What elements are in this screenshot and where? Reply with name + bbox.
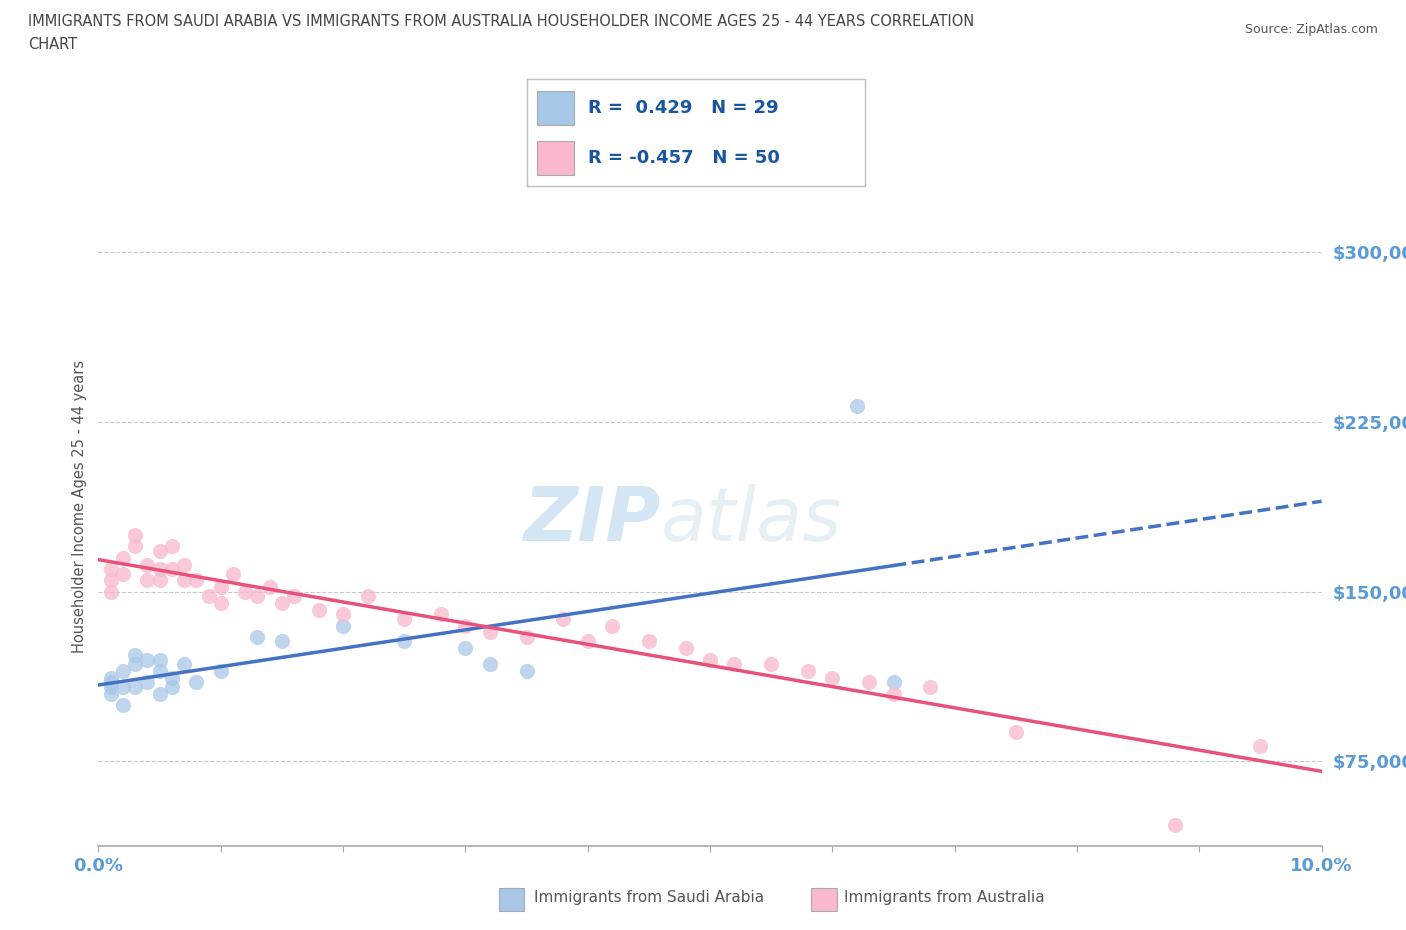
Point — [259, 579, 281, 594]
Point — [1004, 724, 1026, 739]
Text: Immigrants from Saudi Arabia: Immigrants from Saudi Arabia — [534, 890, 765, 905]
Point — [233, 584, 256, 599]
Text: atlas: atlas — [661, 485, 842, 556]
Point — [308, 603, 330, 618]
Point — [149, 663, 172, 678]
Point — [699, 652, 721, 667]
Point — [246, 589, 269, 604]
Point — [883, 686, 905, 701]
Point — [100, 679, 122, 694]
Point — [173, 657, 195, 671]
Point — [160, 679, 183, 694]
Point — [160, 562, 183, 577]
Point — [149, 543, 172, 558]
Point — [173, 557, 195, 572]
Point — [209, 579, 232, 594]
Bar — [537, 141, 575, 175]
Point — [356, 589, 378, 604]
Point — [136, 573, 159, 588]
Point — [516, 663, 538, 678]
Point — [149, 573, 172, 588]
Text: Immigrants from Australia: Immigrants from Australia — [844, 890, 1045, 905]
Text: R =  0.429   N = 29: R = 0.429 N = 29 — [588, 99, 779, 117]
Point — [186, 675, 208, 690]
Point — [332, 607, 354, 622]
Point — [637, 634, 661, 649]
Point — [100, 562, 122, 577]
Point — [516, 630, 538, 644]
Text: ZIP: ZIP — [524, 484, 661, 557]
Point — [821, 671, 844, 685]
Point — [111, 698, 134, 712]
Point — [100, 671, 122, 685]
Point — [675, 641, 697, 656]
Y-axis label: Householder Income Ages 25 - 44 years: Householder Income Ages 25 - 44 years — [72, 360, 87, 654]
Point — [723, 657, 745, 671]
Point — [136, 652, 159, 667]
Point — [111, 663, 134, 678]
Point — [478, 625, 501, 640]
Point — [149, 562, 172, 577]
Point — [160, 671, 183, 685]
Text: Source: ZipAtlas.com: Source: ZipAtlas.com — [1244, 23, 1378, 36]
Point — [124, 657, 146, 671]
Text: R = -0.457   N = 50: R = -0.457 N = 50 — [588, 149, 780, 167]
Point — [332, 618, 354, 633]
Point — [392, 611, 416, 626]
Point — [1164, 817, 1187, 832]
Point — [600, 618, 623, 633]
Point — [845, 399, 868, 414]
Point — [136, 675, 159, 690]
Point — [160, 539, 183, 554]
Point — [197, 589, 219, 604]
Point — [111, 566, 134, 581]
Point — [430, 607, 453, 622]
Bar — [537, 91, 575, 125]
Point — [454, 618, 477, 633]
Point — [209, 595, 232, 610]
Point — [920, 679, 942, 694]
Point — [173, 573, 195, 588]
Point — [111, 551, 134, 565]
Text: IMMIGRANTS FROM SAUDI ARABIA VS IMMIGRANTS FROM AUSTRALIA HOUSEHOLDER INCOME AGE: IMMIGRANTS FROM SAUDI ARABIA VS IMMIGRAN… — [28, 14, 974, 29]
Point — [149, 652, 172, 667]
Point — [454, 641, 477, 656]
Point — [100, 686, 122, 701]
Point — [136, 557, 159, 572]
Point — [124, 527, 146, 542]
Point — [209, 663, 232, 678]
Point — [576, 634, 599, 649]
Text: CHART: CHART — [28, 37, 77, 52]
Point — [124, 647, 146, 662]
Point — [100, 573, 122, 588]
Point — [283, 589, 305, 604]
Point — [149, 686, 172, 701]
Point — [478, 657, 501, 671]
Point — [858, 675, 880, 690]
Point — [222, 566, 245, 581]
Point — [553, 611, 575, 626]
Point — [186, 573, 208, 588]
Point — [124, 539, 146, 554]
Point — [883, 675, 905, 690]
Point — [124, 679, 146, 694]
Point — [246, 630, 269, 644]
Point — [392, 634, 416, 649]
Point — [759, 657, 782, 671]
Point — [270, 595, 292, 610]
Point — [1249, 738, 1271, 753]
Point — [100, 675, 122, 690]
Point — [270, 634, 292, 649]
Point — [111, 679, 134, 694]
Point — [100, 584, 122, 599]
Point — [797, 663, 820, 678]
